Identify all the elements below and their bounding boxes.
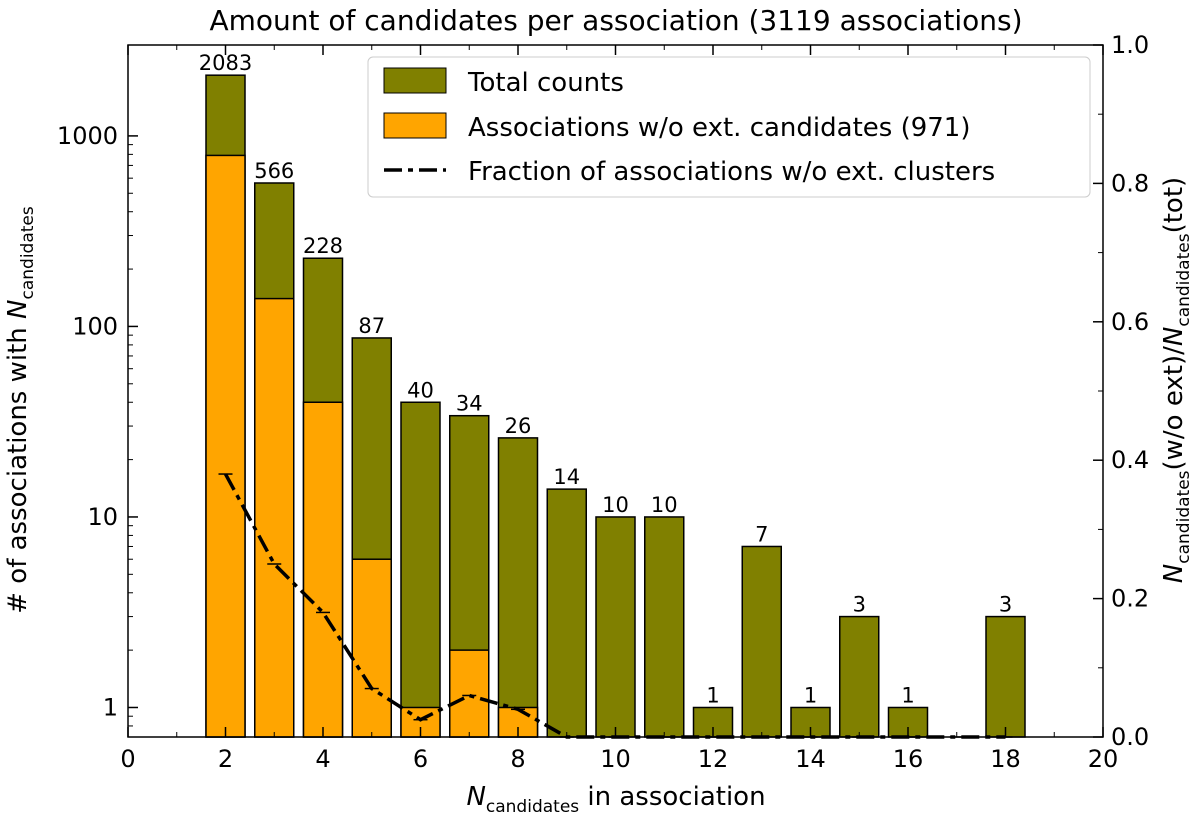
bar-label-13: 7 xyxy=(755,522,768,546)
x-tick-label-8: 8 xyxy=(510,745,525,773)
bar-label-11: 10 xyxy=(651,493,678,517)
x-label-sub: candidates xyxy=(486,797,579,813)
bar-no-ext-5 xyxy=(351,558,392,738)
bar-label-15: 3 xyxy=(853,593,866,617)
x-tick-label-4: 4 xyxy=(315,745,330,773)
x-tick-label-14: 14 xyxy=(795,745,826,773)
legend: Total counts Associations w/o ext. candi… xyxy=(367,56,1091,198)
bar-label-4: 228 xyxy=(303,234,343,258)
chart-title: Amount of candidates per association (31… xyxy=(209,4,1022,37)
y-right-tick-label-0.6: 0.6 xyxy=(1111,308,1149,336)
ticks-group: 0 2 4 6 8 10 12 14 16 18 20 1 10 100 1000 0.0 0.2 0.4 0.6 0… xyxy=(57,31,1149,773)
bar-total-10 xyxy=(595,516,636,738)
bar-label-2: 2083 xyxy=(199,51,252,75)
y-right-tick-label-0.4: 0.4 xyxy=(1111,446,1149,474)
x-axis-label: Ncandidates in association xyxy=(466,782,765,813)
bar-label-6: 40 xyxy=(407,378,434,402)
legend-swatch-no-ext xyxy=(383,112,447,139)
y-left-label-pre: # of associations with xyxy=(3,319,33,614)
bar-label-14: 1 xyxy=(804,683,817,707)
bar-no-ext-2 xyxy=(205,154,246,738)
legend-label-total: Total counts xyxy=(467,68,624,98)
bar-label-10: 10 xyxy=(602,493,629,517)
x-tick-label-10: 10 xyxy=(600,745,631,773)
bar-label-3: 566 xyxy=(254,159,294,183)
y-right-tick-label-0.2: 0.2 xyxy=(1111,585,1149,613)
y-right-axis-label: Ncandidates(w/o ext)/Ncandidates(tot) xyxy=(1159,177,1194,583)
bar-no-ext-7 xyxy=(449,649,490,738)
bar-label-9: 14 xyxy=(553,465,580,489)
legend-box xyxy=(367,56,1091,198)
legend-label-fraction: Fraction of associations w/o ext. cluste… xyxy=(468,157,995,187)
y-left-label-main: N xyxy=(3,299,33,318)
bar-no-ext-3 xyxy=(254,297,295,738)
bar-label-18: 3 xyxy=(999,593,1012,617)
y-right-label-p3: (w/o ext)/ xyxy=(1159,346,1189,471)
x-label-rest: in association xyxy=(579,782,765,812)
bar-total-13 xyxy=(741,545,782,738)
x-tick-label-16: 16 xyxy=(893,745,924,773)
x-tick-label-2: 2 xyxy=(218,745,233,773)
bar-label-16: 1 xyxy=(901,683,914,707)
y-right-tick-label-0.8: 0.8 xyxy=(1111,169,1149,197)
bar-label-5: 87 xyxy=(358,314,385,338)
legend-label-no-ext: Associations w/o ext. candidates (971) xyxy=(468,113,970,143)
y-left-tick-label-1: 1 xyxy=(103,693,118,721)
y-left-tick-label-10: 10 xyxy=(87,503,118,531)
bar-total-8 xyxy=(497,437,539,738)
x-tick-label-6: 6 xyxy=(413,745,428,773)
x-label-main: N xyxy=(466,782,485,812)
bar-label-7: 34 xyxy=(456,392,483,416)
y-left-tick-label-1000: 1000 xyxy=(57,122,118,150)
bar-total-18 xyxy=(985,615,1026,738)
y-left-tick-label-100: 100 xyxy=(72,312,118,340)
y-right-tick-label-1.0: 1.0 xyxy=(1111,31,1149,59)
y-right-label-p5: candidates xyxy=(1174,233,1194,326)
y-right-label-p4: N xyxy=(1159,327,1189,346)
y-left-axis-label: # of associations with Ncandidates xyxy=(3,206,38,614)
y-right-label-p1: N xyxy=(1159,564,1189,583)
x-tick-label-20: 20 xyxy=(1088,745,1119,773)
bar-label-8: 26 xyxy=(505,414,532,438)
legend-swatch-total xyxy=(383,67,447,94)
x-tick-label-0: 0 xyxy=(120,745,135,773)
bar-total-9 xyxy=(546,488,587,738)
bar-no-ext-4 xyxy=(302,401,344,738)
y-right-tick-label-0.0: 0.0 xyxy=(1111,723,1149,751)
bar-total-11 xyxy=(644,516,685,738)
bar-total-15 xyxy=(839,615,880,738)
y-left-label-sub: candidates xyxy=(18,206,38,299)
y-right-label-p6: (tot) xyxy=(1159,177,1189,234)
x-tick-label-18: 18 xyxy=(990,745,1021,773)
bar-label-12: 1 xyxy=(706,683,719,707)
y-right-label-p2: candidates xyxy=(1174,470,1194,563)
x-tick-label-12: 12 xyxy=(698,745,729,773)
bar-total-6 xyxy=(400,401,441,738)
